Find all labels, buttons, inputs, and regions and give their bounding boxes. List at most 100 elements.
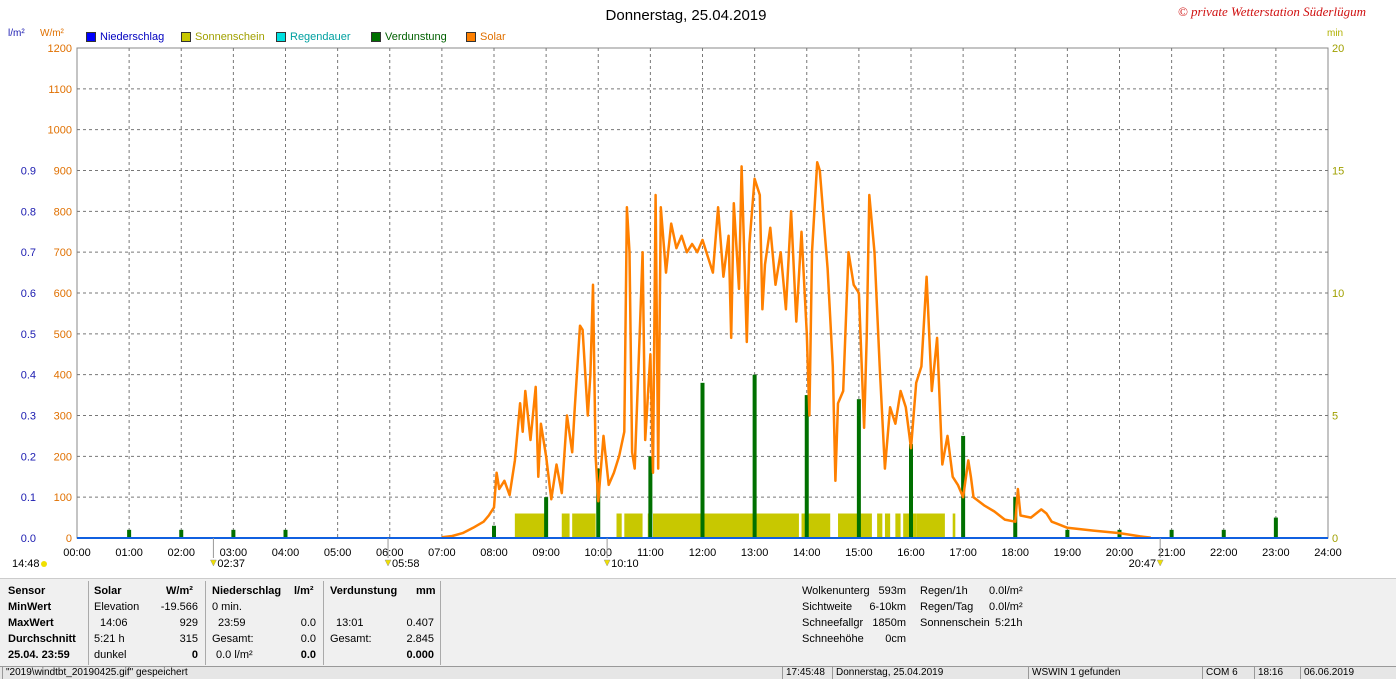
sunshine-bar [884, 513, 891, 538]
sunshine-bar [702, 513, 755, 538]
evap-now-value: 0.000 [406, 649, 434, 661]
rate-label-2: Sonnenschein [920, 617, 990, 629]
evaporation-bar [961, 435, 966, 538]
evap-total-value: 2.845 [406, 633, 434, 645]
evap-total-label: Gesamt: [330, 633, 372, 645]
y-tick-rain: 0.3 [21, 411, 36, 423]
x-tick-label: 23:00 [1262, 547, 1290, 559]
y-tick-rain: 0.8 [21, 206, 36, 218]
evaporation-bar [596, 468, 601, 538]
sunshine-bar [754, 513, 799, 538]
status-bar: "2019\windtbt_20190425.gif" gespeichert … [0, 666, 1396, 679]
x-tick-label: 16:00 [897, 547, 925, 559]
y-tick-minutes: 0 [1332, 533, 1338, 545]
sunshine-bar [895, 513, 901, 538]
row-minwert: MinWert [8, 601, 52, 613]
x-tick-label: 22:00 [1210, 547, 1238, 559]
x-tick-label: 00:00 [63, 547, 91, 559]
chart-area: Donnerstag, 25.04.2019 © private Wetters… [0, 0, 1396, 578]
legend-swatch [466, 32, 476, 42]
sunshine-bar [877, 513, 883, 538]
rain-total-label: Gesamt: [212, 633, 254, 645]
evaporation-bar [127, 529, 132, 538]
x-tick-label: 02:00 [167, 547, 195, 559]
rate-value-1: 0.0l/m² [989, 601, 1023, 613]
evaporation-bar [909, 444, 913, 538]
marker-label: 10:10 [611, 558, 639, 570]
weather-chart: 00:00 01:00 02:00 03:00 04:00 05:00 06:00 07:00… [12, 43, 1344, 570]
legend-label: Regendauer [290, 31, 351, 43]
legend-item-regendauer: Regendauer [276, 31, 351, 43]
x-tick-label: 12:00 [689, 547, 717, 559]
y-tick-minutes: 10 [1332, 288, 1344, 300]
misc-label-1: Sichtweite [802, 601, 853, 613]
y-tick-rain: 0.9 [21, 166, 36, 178]
marker-label: 20:47 [1129, 558, 1157, 570]
y-tick-solar: 600 [54, 288, 72, 300]
status-clock: 18:16 [1254, 667, 1296, 679]
solar-avg-value: 315 [179, 633, 198, 645]
solar-min-label: Elevation [94, 601, 140, 613]
x-tick-label: 09:00 [532, 547, 560, 559]
sunshine-bar [652, 513, 703, 538]
legend-label: Solar [480, 31, 506, 43]
solar-max-value: 929 [179, 617, 198, 629]
unit-solar-label: W/m² [40, 28, 64, 39]
y-tick-solar: 200 [54, 451, 72, 463]
unit-minutes-label: min [1327, 28, 1344, 39]
x-tick-label: 20:00 [1106, 547, 1134, 559]
x-tick-label: 01:00 [115, 547, 143, 559]
x-tick-label: 24:00 [1314, 547, 1342, 559]
evaporation-bar [648, 456, 653, 538]
row-timestamp: 25.04. 23:59 [8, 649, 70, 661]
legend-swatch [371, 32, 381, 42]
solar-now-label: dunkel [94, 649, 127, 661]
marker-dot [41, 561, 47, 567]
legend-label: Sonnenschein [195, 31, 265, 43]
x-tick-label: 21:00 [1158, 547, 1186, 559]
evaporation-bar [544, 497, 549, 538]
solar-min-value: -19.566 [160, 601, 198, 613]
legend-item-sonnenschein: Sonnenschein [181, 31, 265, 43]
y-tick-minutes: 5 [1332, 411, 1338, 423]
x-tick-label: 10:00 [584, 547, 612, 559]
evaporation-bar [700, 382, 705, 538]
x-tick-label: 07:00 [428, 547, 456, 559]
evap-max-time: 13:01 [336, 617, 364, 629]
rain-max-value: 0.0 [300, 617, 316, 629]
solar-title: Solar [94, 585, 122, 597]
status-time: 17:45:48 [782, 667, 832, 679]
evaporation-bar [1065, 529, 1070, 538]
legend-label: Niederschlag [100, 31, 165, 43]
status-today: 06.06.2019 [1300, 667, 1394, 679]
x-tick-label: 19:00 [1054, 547, 1082, 559]
evaporation-bar [856, 399, 861, 538]
legend-item-verdunstung: Verdunstung [371, 31, 447, 43]
marker-label: 02:37 [217, 558, 245, 570]
legend-item-solar: Solar [466, 31, 506, 43]
evaporation-bar [752, 374, 757, 538]
rate-label-1: Regen/Tag [920, 601, 974, 613]
solar-unit: W/m² [166, 585, 193, 597]
legend-swatch [181, 32, 191, 42]
evap-max-value: 0.407 [406, 617, 434, 629]
sunshine-bar [572, 513, 596, 538]
rain-max-time: 23:59 [218, 617, 246, 629]
evap-title: Verdunstung [330, 585, 398, 597]
evap-unit: mm [416, 585, 436, 597]
status-date: Donnerstag, 25.04.2019 [832, 667, 1026, 679]
x-tick-label: 06:00 [376, 547, 404, 559]
legend-swatch [276, 32, 286, 42]
evaporation-bar [179, 529, 184, 538]
sunshine-bar [561, 513, 570, 538]
rain-title: Niederschlag [212, 585, 282, 597]
sunshine-bar [838, 513, 872, 538]
misc-label-0: Wolkenunterg [802, 585, 870, 597]
solar-now-value: 0 [191, 649, 198, 661]
x-tick-label: 04:00 [272, 547, 300, 559]
y-tick-minutes: 15 [1332, 166, 1344, 178]
y-tick-minutes: 20 [1332, 43, 1344, 55]
evaporation-bar [1221, 529, 1226, 538]
rain-min-label: 0 min. [212, 601, 242, 613]
rate-value-2: 5:21h [995, 617, 1023, 629]
